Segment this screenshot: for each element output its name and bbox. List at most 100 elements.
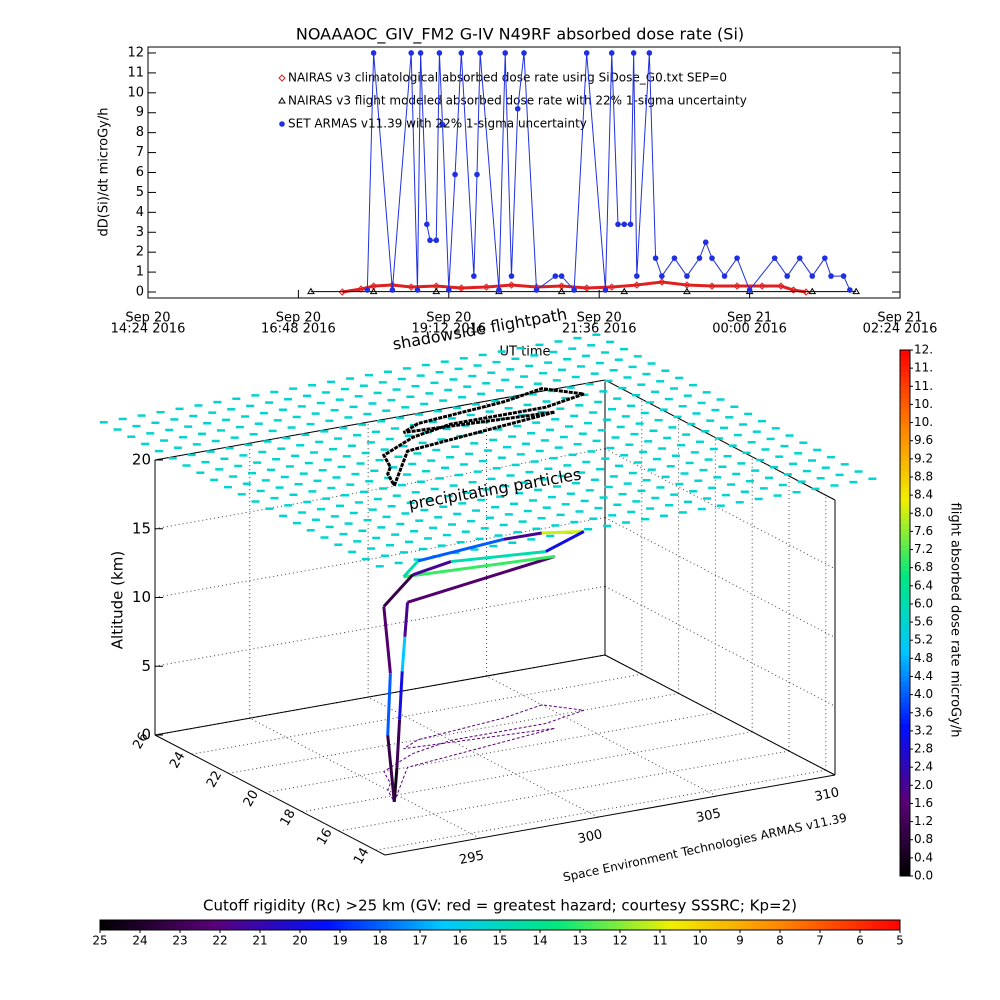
colorbar-cell [636, 920, 641, 930]
colorbar-cell [568, 920, 573, 930]
colorbar-cell [852, 920, 857, 930]
colorbar-cell [632, 920, 637, 930]
colorbar-cell [856, 920, 861, 930]
colorbar-cell [768, 920, 773, 930]
marker [477, 50, 483, 56]
colorbar-cell [900, 797, 910, 803]
colorbar-cell [440, 920, 445, 930]
colorbar-cell [900, 634, 910, 640]
colorbar-tick-label: 12 [612, 934, 627, 948]
colorbar-cell [900, 697, 910, 703]
colorbar-cell [900, 670, 910, 677]
marker [446, 287, 452, 293]
grid-line [604, 585, 836, 707]
marker [683, 287, 691, 295]
marker [602, 287, 609, 293]
marker [508, 273, 515, 279]
marker [627, 221, 634, 228]
colorbar-cell [476, 920, 481, 930]
marker [615, 221, 621, 228]
marker [702, 239, 709, 246]
colorbar-cell [900, 418, 910, 425]
grid-line [604, 448, 836, 570]
colorbar-cell [376, 920, 381, 930]
colorbar-cell [340, 920, 345, 930]
colorbar-cell [208, 920, 213, 930]
colorbar-cell [900, 844, 910, 851]
colorbar-cell [392, 920, 397, 930]
colorbar-cell [900, 602, 910, 609]
marker [552, 273, 559, 279]
colorbar-cell [900, 613, 910, 619]
colorbar-cell [900, 733, 910, 740]
colorbar-cell [272, 920, 277, 930]
colorbar-cell [348, 920, 353, 930]
colorbar-cell [564, 920, 569, 930]
colorbar-cell [508, 920, 513, 930]
z-axis-label: Altitude (km) [109, 551, 127, 649]
colorbar-cell [360, 920, 365, 930]
x-tick-label: 295 [458, 848, 485, 868]
colorbar-tick-label: 0.0 [914, 869, 933, 883]
colorbar-tick-label: 10. [914, 415, 933, 429]
colorbar-cell [656, 920, 661, 930]
colorbar-cell [900, 449, 910, 456]
colorbar-cell [600, 920, 605, 930]
colorbar-cell [540, 920, 545, 930]
colorbar-cell [900, 828, 910, 835]
flight-segment [450, 550, 546, 564]
marker [809, 273, 816, 279]
marker [364, 287, 371, 293]
colorbar-cell [468, 920, 473, 930]
colorbar-cell [276, 920, 281, 930]
colorbar-cell [608, 920, 613, 930]
flight-segment [386, 673, 392, 736]
colorbar-cell [880, 920, 885, 930]
colorbar-cell [604, 920, 609, 930]
colorbar-cell [900, 649, 910, 656]
marker [408, 50, 415, 56]
x-tick-label: 02:24 2016 [863, 322, 938, 337]
colorbar-cell [900, 513, 910, 519]
colorbar-cell [900, 470, 910, 477]
colorbar-tick-label: 7.6 [914, 524, 933, 538]
colorbar-cell [756, 920, 761, 930]
z-tick-label: 0 [141, 726, 151, 744]
y-tick-label: 4 [136, 205, 144, 220]
marker [646, 50, 653, 56]
colorbar-cell [200, 920, 205, 930]
colorbar-cell [244, 920, 249, 930]
colorbar-cell [820, 920, 825, 930]
grid-line [228, 692, 679, 774]
grid-line [604, 517, 836, 638]
colorbar-cell [900, 765, 910, 772]
colorbar-cell [788, 920, 793, 930]
colorbar-tick-label: 0.8 [914, 832, 933, 846]
colorbar-cell [152, 920, 157, 930]
colorbar-cell [496, 920, 501, 930]
floor-shadow [383, 704, 585, 803]
colorbar-cell [900, 718, 910, 724]
colorbar-cell [728, 920, 733, 930]
colorbar-cell [708, 920, 713, 930]
colorbar-cell [900, 681, 910, 688]
x-tick-label: Sep 20 [577, 311, 622, 326]
colorbar-cell [624, 920, 629, 930]
colorbar-cell [832, 920, 837, 930]
colorbar-cell [352, 920, 357, 930]
colorbar-cell [448, 920, 453, 930]
colorbar-cell [212, 920, 217, 930]
colorbar-tick-label: 4.0 [914, 687, 933, 701]
grid-line [338, 750, 790, 832]
colorbar-cell [716, 920, 721, 930]
marker [630, 50, 637, 56]
x-tick-label: Sep 20 [125, 311, 170, 326]
colorbar-cell [688, 920, 693, 930]
colorbar-cell [704, 920, 709, 930]
colorbar-tick-label: 20 [292, 934, 307, 948]
y-tick-label: 10 [127, 85, 144, 100]
colorbar-cell [232, 920, 237, 930]
marker [338, 288, 346, 296]
colorbar-label: flight absorbed dose rate microGy/h [948, 503, 963, 738]
colorbar-cell [900, 755, 910, 761]
